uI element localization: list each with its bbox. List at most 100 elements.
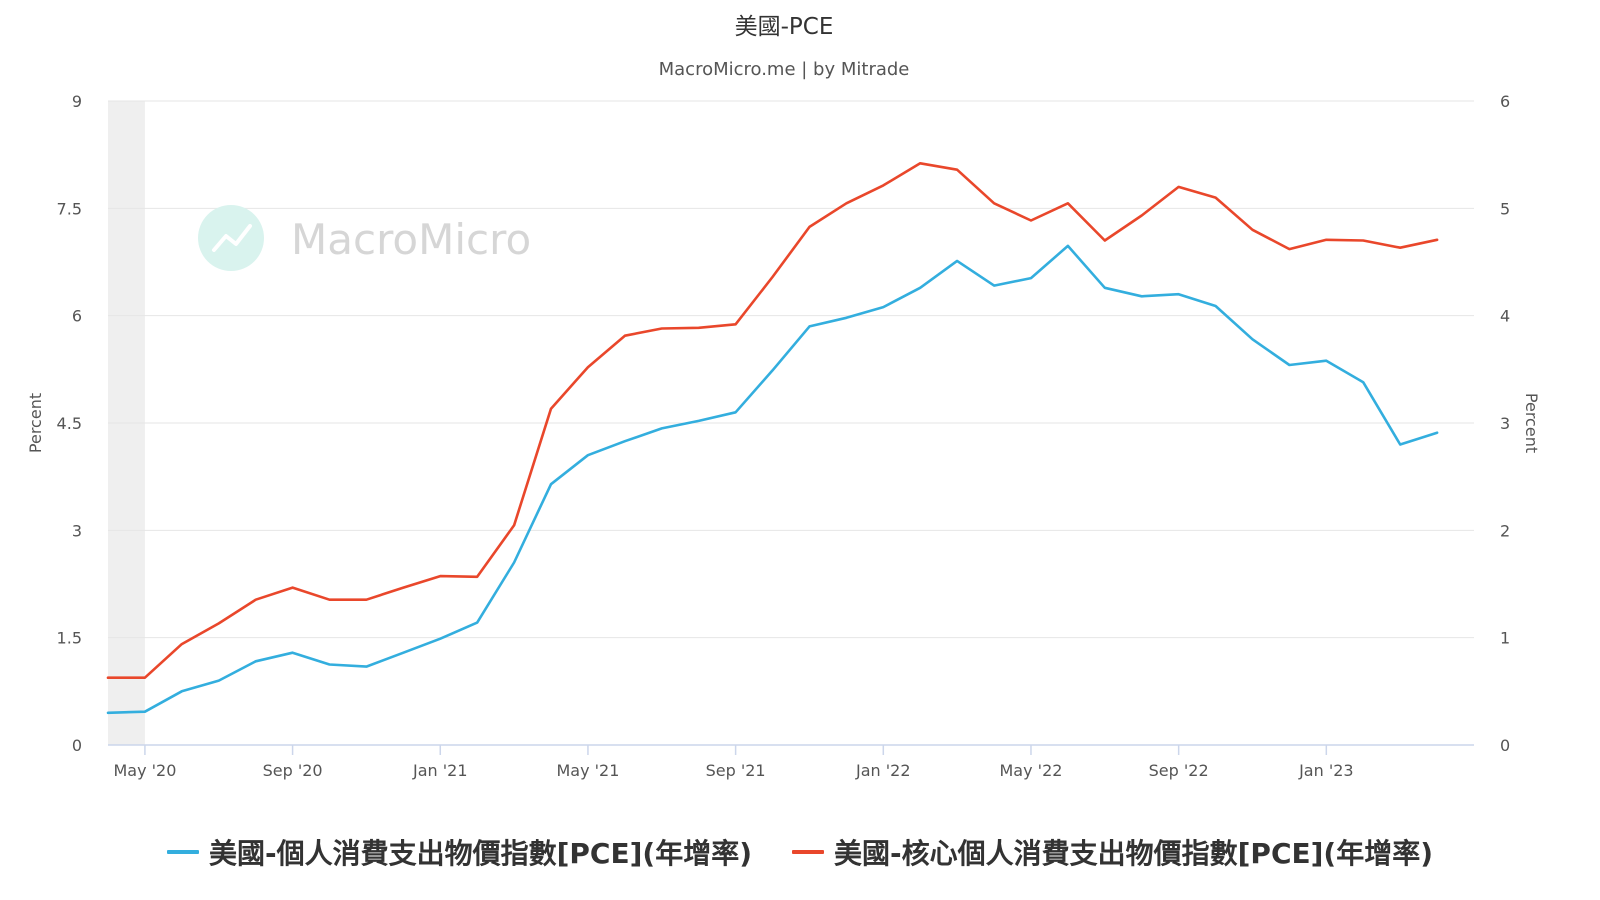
data-point-pce[interactable] xyxy=(952,256,962,266)
data-point-pce[interactable] xyxy=(177,686,187,696)
data-point-pce[interactable] xyxy=(1174,289,1184,299)
y-right-tick-label: 2 xyxy=(1500,521,1510,540)
data-point-pce[interactable] xyxy=(1284,360,1294,370)
y-left-tick-label: 0 xyxy=(72,736,82,755)
x-tick-label: Sep '22 xyxy=(1149,761,1209,780)
legend-swatch-core-pce xyxy=(792,850,824,854)
data-point-pce[interactable] xyxy=(1211,301,1221,311)
data-point-core-pce[interactable] xyxy=(768,272,778,282)
data-point-core-pce[interactable] xyxy=(472,572,482,582)
data-point-core-pce[interactable] xyxy=(1174,182,1184,192)
chart-subtitle[interactable]: MacroMicro.me | by Mitrade xyxy=(659,59,910,80)
data-point-core-pce[interactable] xyxy=(140,673,150,683)
data-point-pce[interactable] xyxy=(288,648,298,658)
data-point-pce[interactable] xyxy=(841,313,851,323)
y-right-tick-label: 5 xyxy=(1500,199,1510,218)
data-point-pce[interactable] xyxy=(214,676,224,686)
data-point-pce[interactable] xyxy=(509,558,519,568)
data-point-pce[interactable] xyxy=(398,648,408,658)
data-point-core-pce[interactable] xyxy=(361,595,371,605)
data-point-core-pce[interactable] xyxy=(1211,193,1221,203)
data-point-core-pce[interactable] xyxy=(1358,236,1368,246)
data-point-core-pce[interactable] xyxy=(398,583,408,593)
data-point-core-pce[interactable] xyxy=(1137,211,1147,221)
data-point-core-pce[interactable] xyxy=(805,222,815,232)
data-point-core-pce[interactable] xyxy=(546,404,556,414)
data-point-pce[interactable] xyxy=(989,281,999,291)
data-point-core-pce[interactable] xyxy=(989,198,999,208)
y-axis-left-label: Percent xyxy=(26,393,45,453)
y-left-tick-label: 4.5 xyxy=(57,414,82,433)
x-tick-label: Sep '21 xyxy=(706,761,766,780)
legend-label-core-pce: 美國-核心個人消費支出物價指數[PCE](年增率) xyxy=(834,837,1434,870)
y-right-tick-label: 4 xyxy=(1500,307,1510,326)
data-point-pce[interactable] xyxy=(361,662,371,672)
series-line-core-pce[interactable] xyxy=(106,162,1439,680)
data-point-core-pce[interactable] xyxy=(509,520,519,530)
data-point-core-pce[interactable] xyxy=(1026,216,1036,226)
data-point-pce[interactable] xyxy=(805,321,815,331)
data-point-core-pce[interactable] xyxy=(103,673,113,683)
x-tick-label: Sep '20 xyxy=(263,761,323,780)
legend-item-pce[interactable]: 美國-個人消費支出物價指數[PCE](年增率) xyxy=(166,832,752,872)
data-point-pce[interactable] xyxy=(878,302,888,312)
data-point-core-pce[interactable] xyxy=(288,583,298,593)
data-point-core-pce[interactable] xyxy=(1063,198,1073,208)
data-point-core-pce[interactable] xyxy=(1321,235,1331,245)
data-point-pce[interactable] xyxy=(435,634,445,644)
data-point-pce[interactable] xyxy=(1100,283,1110,293)
y-right-tick-label: 0 xyxy=(1500,736,1510,755)
data-point-pce[interactable] xyxy=(1432,428,1442,438)
chart-title: 美國-PCE xyxy=(735,14,834,40)
data-point-pce[interactable] xyxy=(251,656,261,666)
y-right-tick-label: 6 xyxy=(1500,92,1510,111)
data-point-pce[interactable] xyxy=(1395,440,1405,450)
data-point-pce[interactable] xyxy=(583,450,593,460)
data-point-core-pce[interactable] xyxy=(915,158,925,168)
data-point-core-pce[interactable] xyxy=(694,323,704,333)
data-point-pce[interactable] xyxy=(472,618,482,628)
data-point-pce[interactable] xyxy=(1248,334,1258,344)
data-point-core-pce[interactable] xyxy=(251,595,261,605)
data-point-core-pce[interactable] xyxy=(583,362,593,372)
data-point-pce[interactable] xyxy=(1321,356,1331,366)
data-point-pce[interactable] xyxy=(657,423,667,433)
series-line-pce[interactable] xyxy=(106,244,1439,715)
data-point-core-pce[interactable] xyxy=(841,198,851,208)
data-point-core-pce[interactable] xyxy=(731,319,741,329)
data-point-core-pce[interactable] xyxy=(878,180,888,190)
data-point-pce[interactable] xyxy=(546,479,556,489)
data-point-core-pce[interactable] xyxy=(952,165,962,175)
y-left-tick-label: 6 xyxy=(72,307,82,326)
data-point-core-pce[interactable] xyxy=(177,639,187,649)
data-point-pce[interactable] xyxy=(694,416,704,426)
data-point-core-pce[interactable] xyxy=(214,618,224,628)
data-point-pce[interactable] xyxy=(620,436,630,446)
data-point-core-pce[interactable] xyxy=(435,571,445,581)
data-point-pce[interactable] xyxy=(768,365,778,375)
data-point-pce[interactable] xyxy=(1063,241,1073,251)
x-tick-label: May '21 xyxy=(556,761,619,780)
data-point-core-pce[interactable] xyxy=(657,324,667,334)
data-point-core-pce[interactable] xyxy=(1395,243,1405,253)
data-point-core-pce[interactable] xyxy=(1284,244,1294,254)
axes: 0 1.5 3 4.5 6 7.5 9 0 1 2 3 4 5 6 May '20 Sep '20 Jan '2… xyxy=(57,92,1511,780)
data-point-pce[interactable] xyxy=(731,407,741,417)
data-point-core-pce[interactable] xyxy=(1248,225,1258,235)
data-point-pce[interactable] xyxy=(1137,291,1147,301)
data-point-pce[interactable] xyxy=(325,660,335,670)
data-point-pce[interactable] xyxy=(140,707,150,717)
data-point-pce[interactable] xyxy=(1358,377,1368,387)
watermark-trend-icon xyxy=(212,224,252,252)
data-point-core-pce[interactable] xyxy=(325,595,335,605)
data-point-pce[interactable] xyxy=(1026,273,1036,283)
y-left-tick-label: 1.5 xyxy=(57,629,82,648)
legend: 美國-個人消費支出物價指數[PCE](年增率) 美國-核心個人消費支出物價指數[… xyxy=(0,828,1600,876)
legend-item-core-pce[interactable]: 美國-核心個人消費支出物價指數[PCE](年增率) xyxy=(792,832,1433,872)
data-point-core-pce[interactable] xyxy=(1432,235,1442,245)
data-point-core-pce[interactable] xyxy=(620,331,630,341)
data-point-pce[interactable] xyxy=(915,283,925,293)
data-point-pce[interactable] xyxy=(103,708,113,718)
x-tick-label: May '22 xyxy=(1000,761,1063,780)
data-point-core-pce[interactable] xyxy=(1100,236,1110,246)
